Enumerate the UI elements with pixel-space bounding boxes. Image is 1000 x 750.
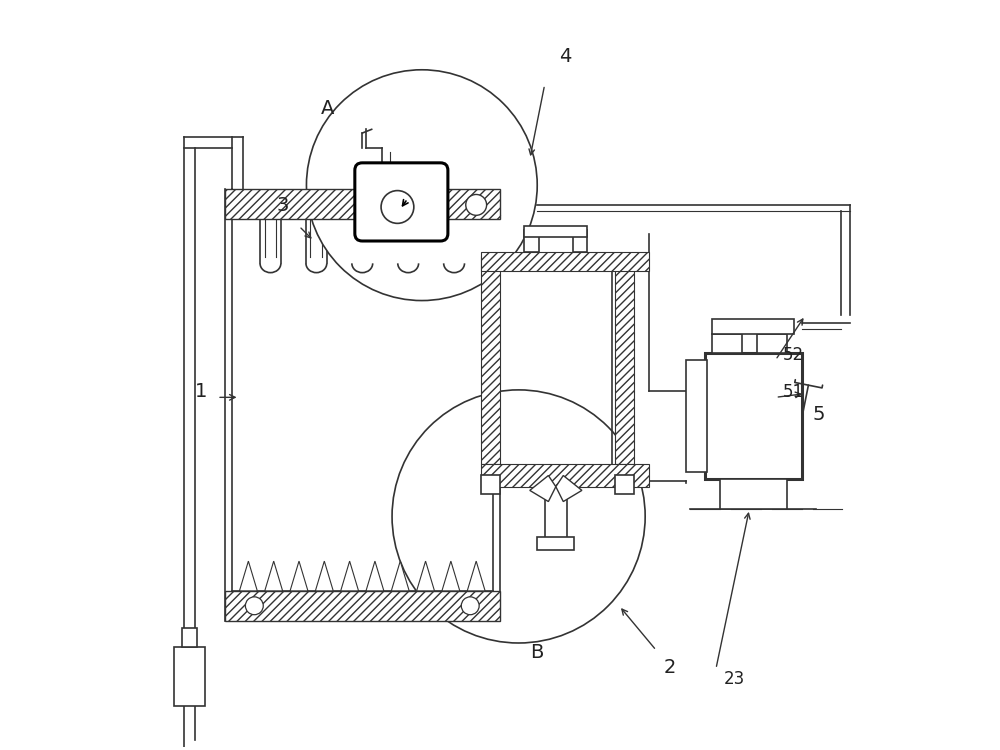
Bar	[174, 646, 205, 706]
Bar	[524, 226, 587, 237]
Polygon shape	[417, 561, 434, 591]
Polygon shape	[442, 561, 460, 591]
Text: A: A	[321, 100, 335, 118]
Text: B: B	[530, 643, 543, 662]
Polygon shape	[530, 476, 556, 502]
Polygon shape	[239, 561, 257, 591]
Circle shape	[306, 70, 537, 301]
Text: 5: 5	[813, 405, 825, 424]
FancyBboxPatch shape	[355, 163, 448, 241]
Bar	[757, 334, 787, 352]
Polygon shape	[467, 561, 485, 591]
Text: 2: 2	[664, 658, 676, 676]
Bar	[615, 476, 634, 494]
Bar	[537, 536, 574, 550]
Bar	[705, 352, 802, 479]
Polygon shape	[391, 561, 409, 591]
Bar	[225, 591, 500, 621]
Circle shape	[381, 190, 414, 224]
Bar	[481, 256, 500, 464]
Bar	[225, 189, 500, 219]
Bar	[182, 628, 197, 646]
Circle shape	[245, 597, 263, 615]
Polygon shape	[290, 561, 308, 591]
Polygon shape	[315, 561, 333, 591]
Bar	[481, 464, 649, 487]
Bar	[524, 230, 539, 252]
Polygon shape	[556, 476, 582, 502]
Text: 52: 52	[783, 346, 804, 364]
Bar	[615, 256, 634, 464]
Bar	[545, 487, 567, 538]
Text: 51: 51	[783, 383, 804, 401]
Circle shape	[466, 194, 487, 215]
Bar	[481, 476, 500, 494]
Text: 4: 4	[560, 47, 572, 66]
Polygon shape	[265, 561, 283, 591]
Polygon shape	[366, 561, 384, 591]
Circle shape	[461, 597, 479, 615]
Bar	[712, 320, 794, 334]
Text: 23: 23	[723, 670, 745, 688]
Bar	[712, 334, 742, 352]
Text: 1: 1	[195, 382, 207, 401]
Bar	[720, 479, 787, 509]
Bar	[481, 252, 649, 271]
Text: 3: 3	[277, 196, 289, 215]
Bar	[686, 360, 707, 472]
Bar	[573, 230, 587, 252]
Polygon shape	[341, 561, 359, 591]
